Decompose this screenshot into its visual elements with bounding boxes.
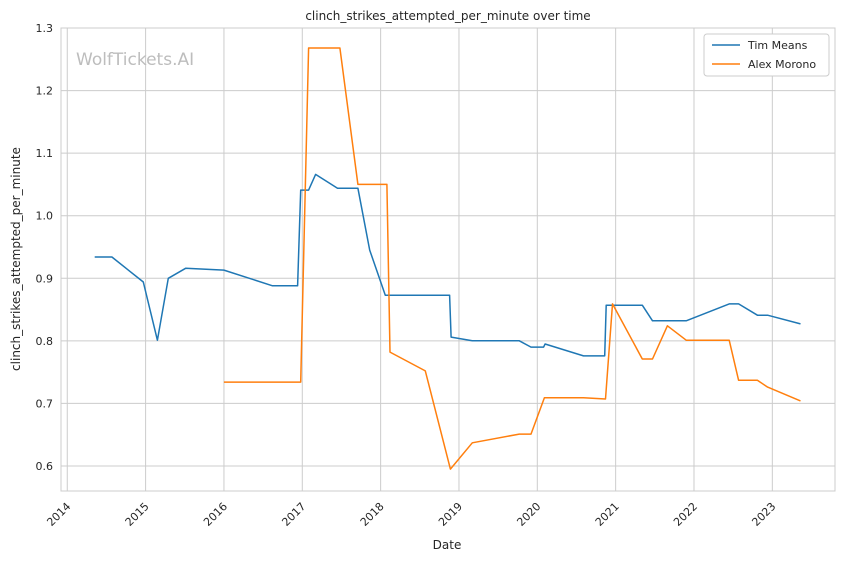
x-tick-label: 2020 — [514, 500, 543, 529]
plot-frame — [60, 27, 836, 492]
legend: Tim Means Alex Morono — [703, 33, 830, 77]
grid — [61, 27, 835, 491]
x-tick-labels: 2014 2015 2016 2017 2018 2019 2020 2021 2022 2023 — [44, 500, 778, 529]
y-tick-label: 1.0 — [36, 210, 54, 223]
series-line-alex-morono — [223, 47, 801, 470]
x-tick-label: 2018 — [358, 500, 387, 529]
x-tick-label: 2019 — [436, 500, 465, 529]
legend-label-tim-means: Tim Means — [747, 39, 808, 52]
x-tick-label: 2014 — [44, 500, 73, 529]
y-tick-label: 0.9 — [36, 272, 54, 285]
x-tick-label: 2023 — [749, 500, 778, 529]
watermark: WolfTickets.AI — [76, 50, 194, 70]
y-tick-label: 0.8 — [36, 335, 54, 348]
y-tick-label: 1.3 — [36, 22, 54, 35]
y-tick-label: 1.1 — [36, 147, 54, 160]
x-tick-label: 2017 — [279, 500, 308, 529]
y-tick-label: 1.2 — [36, 85, 54, 98]
x-tick-label: 2016 — [201, 500, 230, 529]
y-tick-label: 0.6 — [36, 460, 54, 473]
x-tick-label: 2015 — [123, 500, 152, 529]
legend-label-alex-morono: Alex Morono — [748, 58, 816, 71]
chart-title: clinch_strikes_attempted_per_minute over… — [305, 9, 590, 23]
x-tick-label: 2022 — [671, 500, 700, 529]
y-tick-labels: 0.6 0.7 0.8 0.9 1.0 1.1 1.2 1.3 — [36, 22, 54, 473]
y-axis-label: clinch_strikes_attempted_per_minute — [9, 147, 23, 371]
x-tick-label: 2021 — [593, 500, 622, 529]
series-lines — [94, 47, 801, 470]
y-tick-label: 0.7 — [36, 397, 54, 410]
series-line-tim-means — [94, 173, 801, 357]
x-axis-label: Date — [433, 538, 462, 552]
